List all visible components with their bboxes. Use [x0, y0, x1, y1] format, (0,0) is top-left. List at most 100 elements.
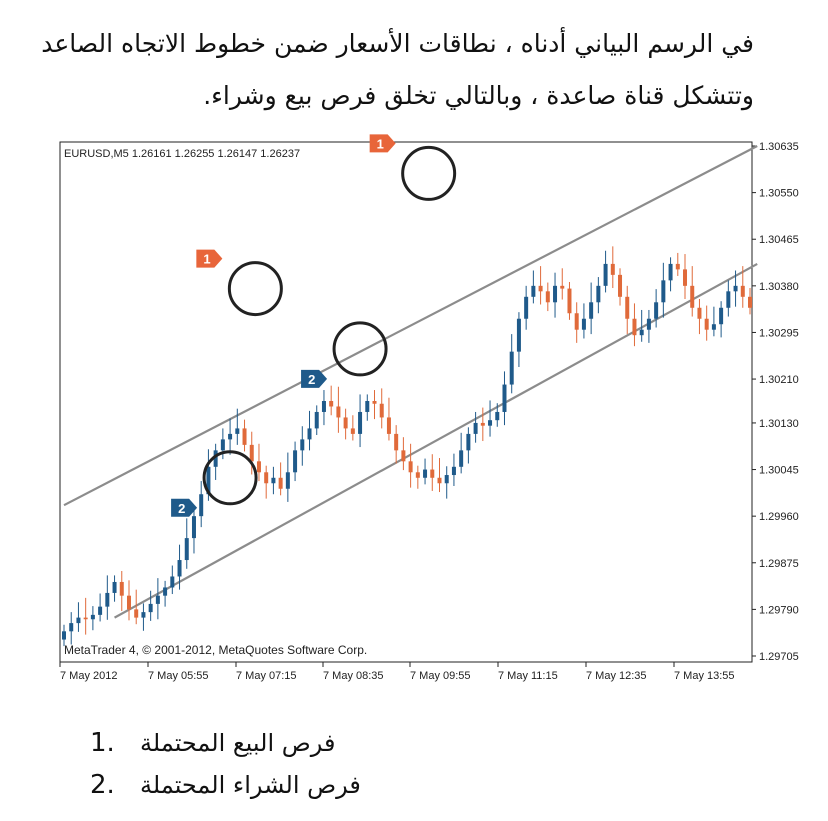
candle-body	[141, 612, 146, 618]
candle-body	[625, 296, 630, 319]
candle-body	[610, 263, 615, 275]
candle-body	[697, 307, 702, 319]
candle-body	[748, 296, 752, 308]
candle-body	[343, 417, 348, 429]
sell-marker-badge	[369, 134, 396, 153]
candlestick-chart: 1.30635 1.30550 1.30465 1.30380 1.30295 1.302…	[0, 130, 828, 690]
marker-label: 1	[203, 252, 210, 267]
candle-body	[386, 417, 391, 434]
candle-body	[740, 285, 745, 297]
x-tick-label: 7 May 2012	[60, 670, 117, 682]
legend-text: فرص الشراء المحتملة	[140, 771, 361, 799]
candle-body	[430, 469, 435, 478]
candle-body	[220, 439, 225, 451]
legend-list: 1. فرص البيع المحتملة 2. فرص الشراء المح…	[90, 722, 490, 806]
candle-body	[119, 581, 124, 596]
x-tick-label: 7 May 08:35	[323, 670, 384, 682]
candle-body	[242, 428, 247, 445]
highlight-circle	[332, 321, 388, 377]
y-tick-label: 1.29705	[759, 651, 799, 663]
x-tick-label: 7 May 09:55	[410, 670, 471, 682]
y-tick-label: 1.30380	[759, 281, 799, 293]
candle-body	[155, 595, 160, 604]
candle-body	[553, 285, 558, 303]
candle-body	[170, 576, 175, 588]
candle-body	[126, 595, 131, 610]
candle-body	[466, 433, 471, 451]
candle-body	[350, 428, 355, 434]
copyright-footer: MetaTrader 4, © 2001-2012, MetaQuotes So…	[64, 643, 367, 657]
y-tick-label: 1.30045	[759, 465, 799, 477]
candle-body	[683, 269, 688, 286]
candle-body	[235, 428, 240, 434]
candle-body	[668, 263, 673, 281]
candle-body	[228, 433, 233, 440]
candle-body	[516, 318, 521, 352]
candle-body	[213, 450, 218, 467]
candle-body	[733, 285, 738, 292]
candle-body	[726, 291, 731, 308]
y-tick-label: 1.30295	[759, 327, 799, 339]
candle-body	[177, 560, 182, 577]
candle-body	[408, 461, 413, 473]
candle-body	[639, 329, 644, 336]
y-tick-label: 1.29875	[759, 558, 799, 570]
candle-body	[675, 263, 680, 270]
candle-body	[401, 450, 406, 462]
marker-label: 1	[377, 136, 384, 151]
plot-frame	[59, 141, 753, 663]
candle-body	[336, 406, 341, 418]
candle-body	[423, 469, 428, 478]
y-tick-label: 1.30210	[759, 374, 799, 386]
marker-label: 2	[178, 501, 185, 516]
candle-body	[646, 318, 651, 330]
candle-body	[105, 592, 110, 607]
x-tick-label: 7 May 12:35	[586, 670, 647, 682]
legend-number: 1.	[90, 728, 115, 758]
candle-body	[524, 296, 529, 319]
candle-body	[603, 263, 608, 286]
candle-body	[90, 614, 95, 620]
candle-body	[473, 422, 478, 434]
candle-body	[69, 623, 74, 632]
candle-body	[661, 280, 666, 303]
candle-body	[394, 433, 399, 451]
candle-body	[134, 609, 139, 618]
candle-body	[560, 285, 565, 289]
highlight-circle	[202, 450, 258, 506]
candle-body	[293, 450, 298, 473]
y-tick-label: 1.30130	[759, 418, 799, 430]
candle-body	[199, 494, 204, 517]
candle-body	[184, 538, 189, 561]
candle-body	[690, 285, 695, 308]
candle-body	[545, 291, 550, 303]
candle-body	[538, 285, 543, 292]
x-tick-label: 7 May 13:55	[674, 670, 735, 682]
highlight-circle	[401, 145, 457, 201]
candle-body	[329, 401, 334, 407]
buy-marker-badge	[301, 369, 328, 388]
candle-body	[321, 401, 326, 412]
candle-body	[451, 466, 456, 476]
candle-body	[711, 324, 716, 330]
candle-body	[358, 411, 363, 434]
candle-body	[459, 450, 464, 467]
x-tick-label: 7 May 11:15	[498, 670, 558, 682]
y-tick-label: 1.30465	[759, 234, 799, 246]
candle-body	[567, 288, 572, 314]
candle-body	[148, 603, 153, 613]
candle-body	[300, 439, 305, 451]
candle-body	[98, 606, 103, 615]
candle-body	[365, 401, 370, 412]
buy-marker-badge	[171, 498, 198, 517]
candle-body	[415, 472, 420, 478]
candle-body	[502, 384, 507, 412]
intro-paragraph: في الرسم البياني أدناه ، نطاقات الأسعار …	[41, 29, 754, 110]
candle-body	[112, 581, 117, 593]
candle-body	[76, 617, 81, 624]
candle-body	[531, 285, 536, 297]
x-tick-label: 7 May 07:15	[236, 670, 297, 682]
upper-trend-line	[63, 145, 758, 507]
candle-body	[574, 313, 579, 330]
sell-marker-badge	[196, 249, 223, 268]
